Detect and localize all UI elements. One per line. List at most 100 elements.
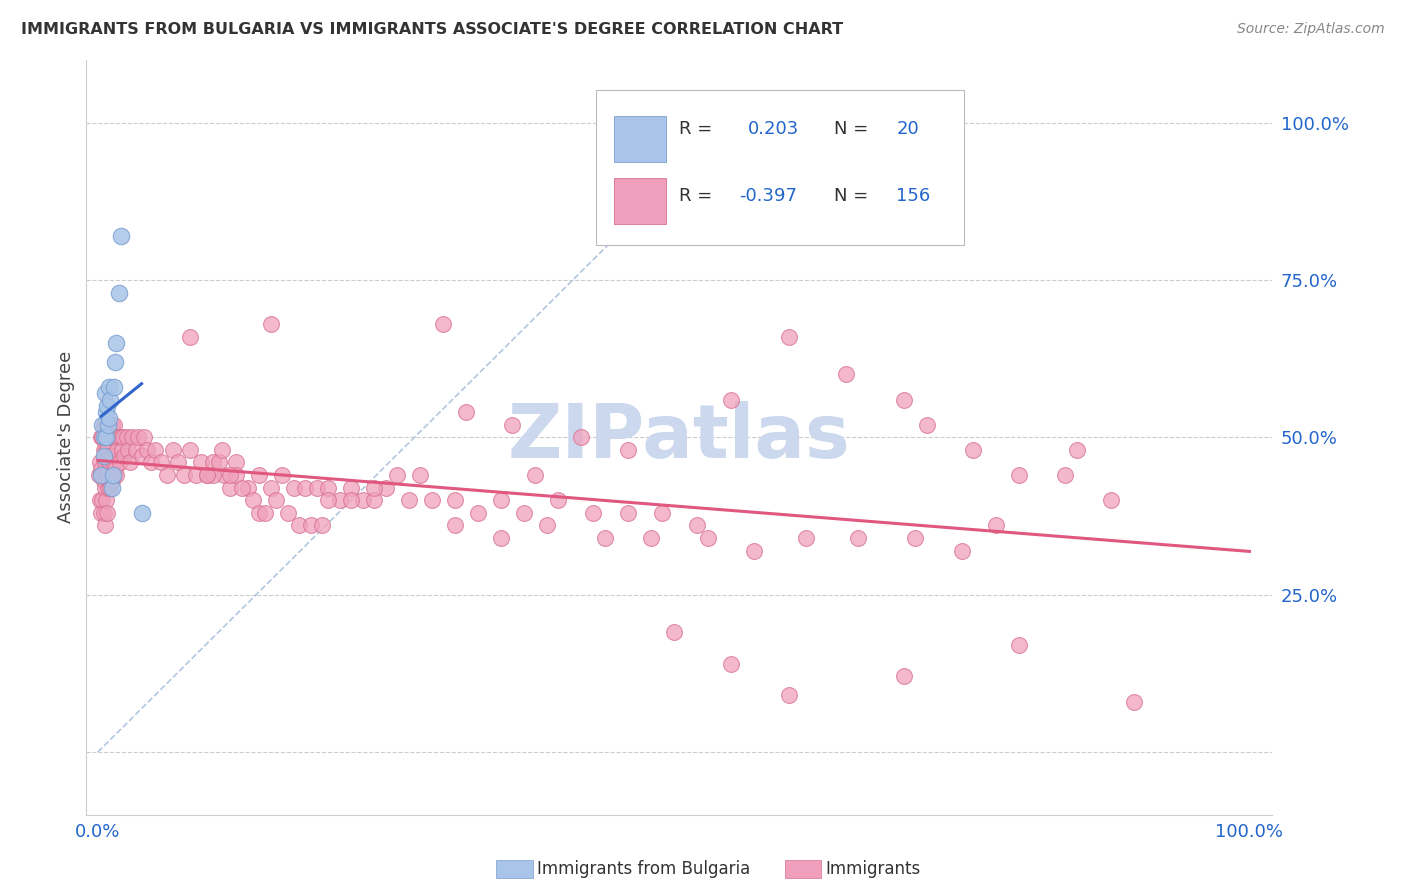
Point bbox=[100, 430, 122, 444]
Point bbox=[201, 455, 224, 469]
Point bbox=[571, 430, 593, 444]
Text: N =: N = bbox=[834, 186, 868, 204]
Point bbox=[893, 392, 915, 407]
Text: Immigrants from Bulgaria: Immigrants from Bulgaria bbox=[537, 860, 751, 878]
Point bbox=[131, 506, 153, 520]
Point bbox=[190, 455, 212, 469]
Point bbox=[104, 462, 127, 476]
Point bbox=[778, 329, 800, 343]
Point bbox=[127, 430, 149, 444]
Point bbox=[846, 531, 869, 545]
Text: R =: R = bbox=[679, 120, 713, 138]
Point bbox=[259, 481, 281, 495]
Point bbox=[105, 442, 128, 457]
Point bbox=[236, 481, 259, 495]
Point bbox=[340, 481, 363, 495]
Point bbox=[316, 481, 339, 495]
Text: -0.397: -0.397 bbox=[738, 186, 797, 204]
Point bbox=[104, 355, 127, 369]
Point bbox=[984, 518, 1007, 533]
Point bbox=[329, 493, 352, 508]
Point bbox=[231, 481, 253, 495]
Point bbox=[904, 531, 927, 545]
Point bbox=[651, 506, 673, 520]
Point bbox=[111, 442, 134, 457]
Point bbox=[305, 481, 328, 495]
Point bbox=[893, 669, 915, 683]
Point bbox=[108, 455, 131, 469]
Point bbox=[100, 455, 122, 469]
Point bbox=[94, 493, 117, 508]
Point bbox=[513, 506, 536, 520]
Point bbox=[100, 392, 122, 407]
Point bbox=[107, 285, 129, 300]
Point bbox=[94, 442, 117, 457]
Point bbox=[835, 368, 858, 382]
Point bbox=[96, 417, 118, 432]
Point bbox=[107, 430, 129, 444]
Point bbox=[962, 442, 984, 457]
Point bbox=[97, 455, 120, 469]
Point bbox=[1123, 695, 1146, 709]
Point bbox=[93, 518, 115, 533]
Point bbox=[156, 468, 179, 483]
Point bbox=[97, 430, 120, 444]
Point bbox=[536, 518, 558, 533]
Point bbox=[247, 468, 270, 483]
Y-axis label: Associate's Degree: Associate's Degree bbox=[58, 351, 75, 524]
Point bbox=[742, 543, 765, 558]
Point bbox=[616, 506, 638, 520]
Point bbox=[208, 455, 231, 469]
Point bbox=[90, 462, 112, 476]
Point bbox=[89, 493, 111, 508]
Point bbox=[98, 417, 121, 432]
Point bbox=[93, 455, 115, 469]
Point bbox=[179, 329, 201, 343]
Point bbox=[242, 493, 264, 508]
Point bbox=[299, 518, 322, 533]
Point bbox=[136, 442, 159, 457]
Point bbox=[219, 481, 242, 495]
Point bbox=[685, 518, 707, 533]
Point bbox=[1066, 442, 1088, 457]
Point bbox=[101, 430, 124, 444]
Point bbox=[100, 475, 122, 489]
Point bbox=[266, 493, 288, 508]
Point bbox=[150, 455, 173, 469]
Point bbox=[101, 468, 124, 483]
Point bbox=[145, 442, 167, 457]
Point bbox=[225, 455, 247, 469]
Point bbox=[93, 481, 115, 495]
Point bbox=[456, 405, 478, 419]
Text: 20: 20 bbox=[897, 120, 920, 138]
Point bbox=[720, 657, 742, 671]
Point bbox=[96, 399, 118, 413]
Point bbox=[96, 506, 118, 520]
Point bbox=[352, 493, 374, 508]
Point bbox=[340, 493, 363, 508]
Point bbox=[90, 430, 112, 444]
Point bbox=[420, 493, 443, 508]
Point bbox=[398, 493, 420, 508]
Point bbox=[1099, 493, 1122, 508]
Point bbox=[697, 531, 720, 545]
Point bbox=[105, 468, 128, 483]
Point bbox=[87, 468, 110, 483]
Point bbox=[1054, 468, 1077, 483]
Point bbox=[374, 481, 396, 495]
Point bbox=[184, 468, 207, 483]
Point bbox=[90, 506, 112, 520]
Point bbox=[98, 380, 121, 394]
Point bbox=[98, 449, 121, 463]
Point bbox=[91, 493, 114, 508]
Point bbox=[93, 430, 115, 444]
Point bbox=[524, 468, 547, 483]
Point bbox=[489, 531, 512, 545]
Point bbox=[720, 392, 742, 407]
Point bbox=[288, 518, 311, 533]
Point bbox=[93, 430, 115, 444]
Point bbox=[139, 455, 162, 469]
Point bbox=[104, 430, 127, 444]
Point bbox=[201, 468, 224, 483]
Point bbox=[103, 417, 125, 432]
